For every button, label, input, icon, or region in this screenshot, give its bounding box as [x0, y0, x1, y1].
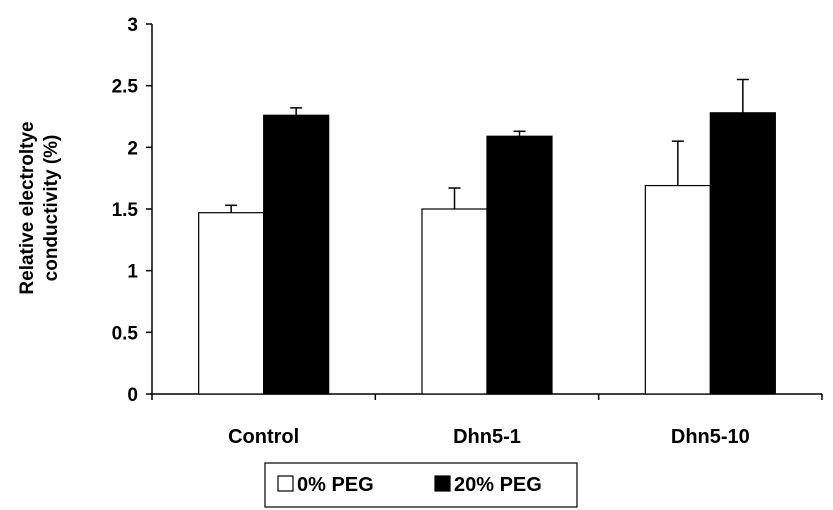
bar-0-peg-dhn5-10: [644, 184, 711, 395]
x-category-label: Control: [228, 426, 299, 448]
legend-label: 0% PEG: [297, 474, 374, 496]
y-tick-label: 0.5: [112, 323, 139, 344]
y-tick-label: 1.5: [112, 200, 139, 221]
legend: 0% PEG 20% PEG: [264, 462, 578, 508]
x-category-label: Dhn5-10: [671, 426, 750, 448]
y-tick-label: 1: [127, 262, 138, 283]
legend-swatch: [277, 475, 294, 492]
bar-20-peg-dhn5-1: [486, 135, 553, 395]
legend-box: [264, 462, 578, 508]
legend-swatch: [434, 475, 451, 492]
bar-20-peg-dhn5-10: [709, 112, 776, 395]
x-category-label: Dhn5-1: [453, 426, 521, 448]
y-tick-label: 2.5: [112, 77, 139, 98]
legend-label: 20% PEG: [454, 474, 542, 496]
bar-0-peg-dhn5-1: [421, 208, 488, 395]
y-tick-label: 3: [127, 15, 138, 36]
y-tick-label: 2: [127, 138, 138, 159]
y-tick-label: 0: [127, 385, 138, 406]
y-axis-title: Relative electroltye conductivity (%): [17, 121, 62, 294]
y-axis-title-line-2: conductivity (%): [41, 135, 62, 282]
bar-0-peg-control: [198, 212, 265, 395]
bar-20-peg-control: [263, 114, 330, 395]
plot-area: 0 0.5 1 1.5 2 2.5 3 Control Dhn5-1 Dhn5-10: [112, 15, 823, 448]
y-axis-title-line-1: Relative electroltye: [17, 121, 38, 294]
